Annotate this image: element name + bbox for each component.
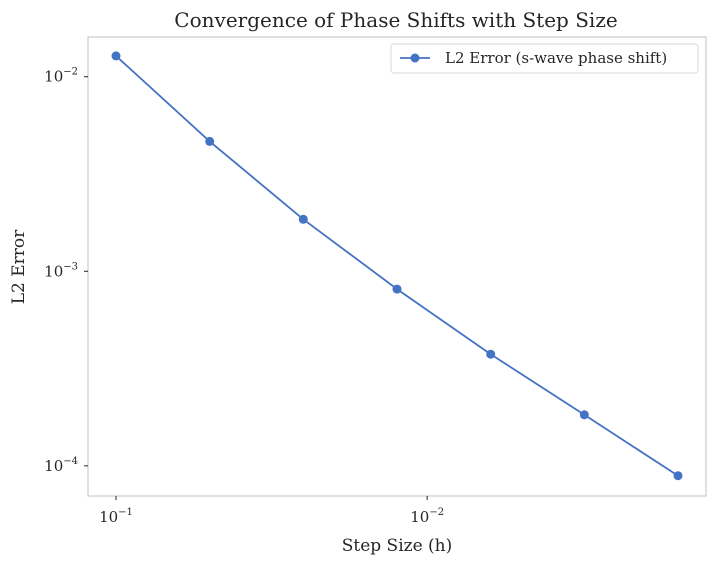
series-layer <box>111 51 683 481</box>
series-line <box>115 55 679 477</box>
x-tick-label: 10−1 <box>99 507 133 526</box>
plot-area <box>87 36 707 497</box>
x-axis: 10−1 10−2 <box>99 496 444 526</box>
legend-box <box>390 43 699 74</box>
data-point <box>298 214 308 224</box>
data-point <box>486 349 496 359</box>
y-axis: 10−2 10−3 10−4 <box>44 67 88 475</box>
y-tick-label: 10−2 <box>44 67 78 86</box>
chart-title: Convergence of Phase Shifts with Step Si… <box>174 8 617 32</box>
data-point <box>205 136 215 146</box>
legend-dot-marker <box>410 53 420 63</box>
data-point <box>673 471 683 481</box>
y-axis-label: L2 Error <box>9 229 29 304</box>
x-tick-label: 10−2 <box>410 507 444 526</box>
data-point <box>579 410 589 420</box>
data-point <box>392 284 402 294</box>
legend-label: L2 Error (s-wave phase shift) <box>445 49 667 67</box>
legend: L2 Error (s-wave phase shift) <box>390 43 699 74</box>
y-tick-label: 10−4 <box>44 456 78 475</box>
y-tick-label: 10−3 <box>44 261 78 280</box>
data-point <box>111 51 121 61</box>
x-axis-label: Step Size (h) <box>342 536 453 556</box>
